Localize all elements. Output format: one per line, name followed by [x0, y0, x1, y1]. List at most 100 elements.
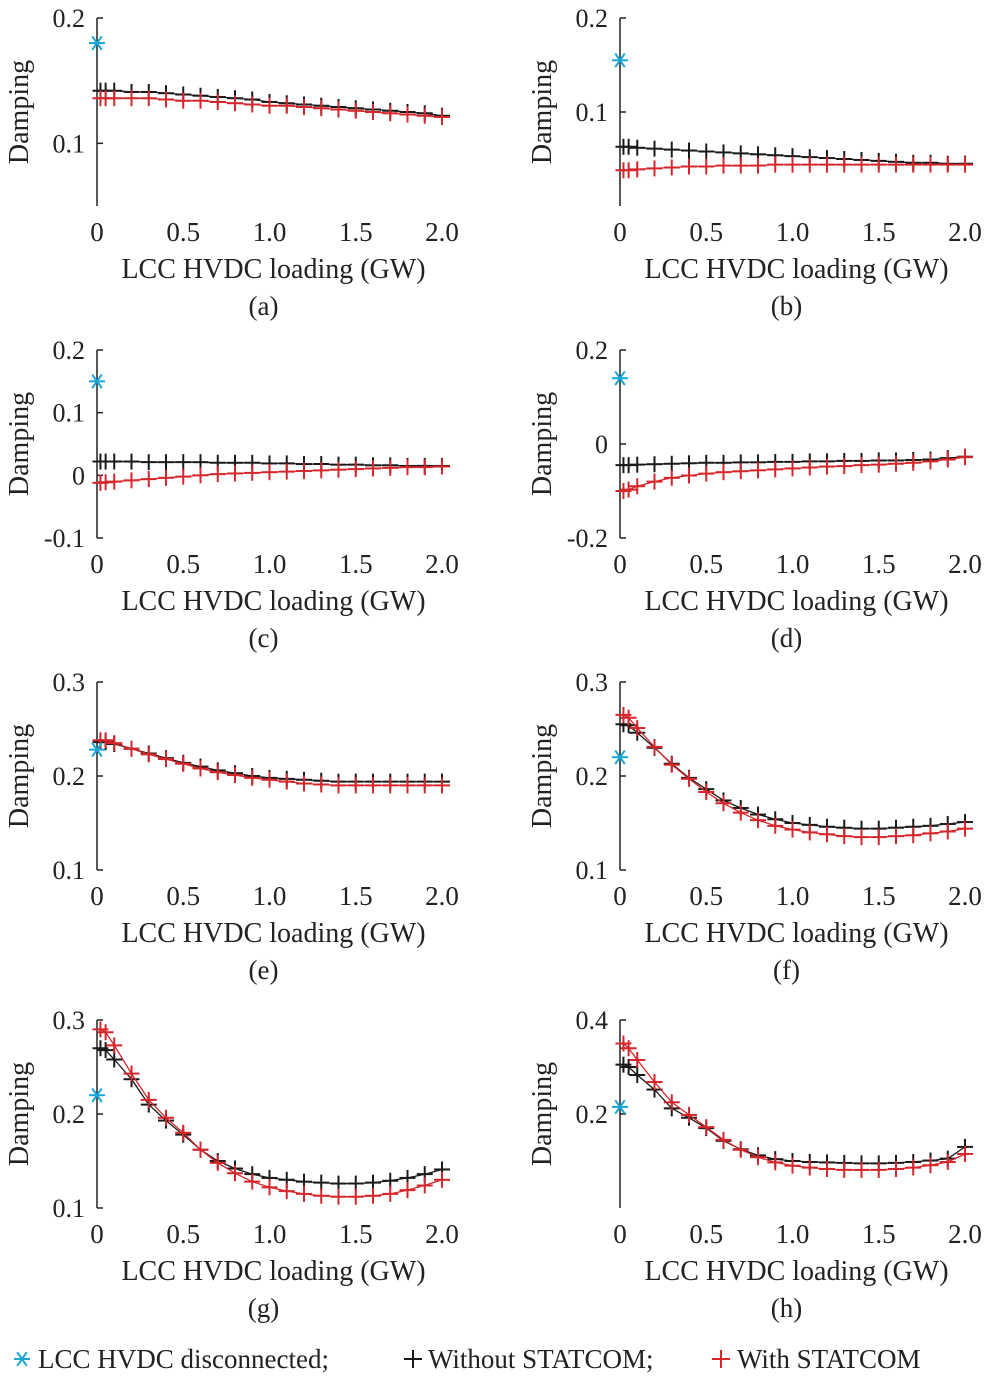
point-with — [698, 465, 715, 482]
point-with — [939, 156, 956, 173]
point-with — [715, 157, 732, 174]
point-with — [620, 1040, 637, 1057]
point-with — [732, 1141, 749, 1158]
y-axis-label: Damping — [4, 392, 35, 496]
point-with — [382, 459, 399, 476]
point-without — [646, 140, 663, 157]
point-with — [646, 160, 663, 177]
point-with — [750, 1149, 766, 1166]
point-without — [140, 454, 157, 471]
point-with — [261, 97, 278, 114]
y-tick-label: 0.4 — [576, 1006, 609, 1035]
series-line-without — [100, 1047, 443, 1185]
point-with — [957, 156, 973, 173]
series-without — [92, 1040, 450, 1192]
x-axis-label: LCC HVDC loading (GW) — [644, 586, 948, 617]
x-tick-label: 0 — [613, 1219, 627, 1249]
x-axis-label: LCC HVDC loading (GW) — [644, 918, 948, 949]
point-with — [888, 1160, 904, 1177]
x-tick-label: 2.0 — [425, 549, 459, 579]
series-with — [92, 458, 450, 491]
y-tick-label: 0.2 — [576, 762, 609, 791]
x-tick-label: 2.0 — [948, 549, 982, 579]
x-tick-label: 0 — [90, 549, 104, 579]
point-with — [296, 98, 312, 115]
point-with — [620, 481, 637, 498]
series-without — [615, 716, 973, 837]
point-disconnected — [89, 742, 105, 758]
point-with — [939, 823, 956, 840]
series-without — [615, 1056, 973, 1172]
point-without — [681, 142, 697, 159]
point-with — [399, 106, 416, 123]
point-with — [175, 468, 192, 485]
point-with — [209, 1154, 226, 1171]
point-with — [347, 102, 364, 119]
point-with — [905, 454, 922, 471]
point-with — [939, 1153, 956, 1170]
point-with — [836, 156, 853, 173]
x-tick-label: 1.5 — [862, 1219, 896, 1249]
x-tick-label: 1.5 — [339, 1219, 373, 1249]
point-with — [296, 1185, 312, 1202]
point-with — [681, 770, 697, 787]
point-with — [784, 460, 801, 477]
point-with — [158, 751, 174, 768]
point-with — [646, 473, 663, 490]
panel-caption: (h) — [771, 1293, 802, 1323]
x-tick-label: 0 — [613, 549, 627, 579]
series-line-with — [100, 1028, 443, 1198]
point-with — [158, 469, 174, 486]
point-with — [801, 156, 818, 173]
x-axis-label: LCC HVDC loading (GW) — [121, 918, 425, 949]
point-with — [365, 104, 381, 120]
point-disconnected — [89, 35, 105, 51]
point-with — [192, 1141, 209, 1158]
series-line-with — [100, 97, 443, 118]
y-tick-label: 0.1 — [576, 98, 609, 127]
panel-caption: (c) — [249, 623, 279, 653]
point-with — [244, 96, 261, 113]
point-with — [715, 795, 732, 812]
point-with — [870, 156, 887, 173]
point-with — [227, 95, 243, 112]
y-tick-label: 0.1 — [53, 856, 86, 885]
point-with — [801, 1159, 818, 1176]
point-with — [819, 1160, 835, 1177]
panel-caption: (d) — [771, 623, 802, 653]
point-disconnected — [612, 370, 628, 386]
point-with — [853, 829, 870, 846]
point-without — [629, 139, 646, 156]
y-axis-label: Damping — [4, 724, 35, 828]
y-tick-label: 0.2 — [576, 336, 609, 365]
series-line-with — [623, 163, 965, 171]
point-with — [192, 467, 209, 484]
series-line-without — [623, 456, 966, 466]
x-axis-label: LCC HVDC loading (GW) — [121, 1256, 425, 1287]
point-disconnected — [612, 52, 628, 68]
series-line-with — [100, 465, 443, 484]
x-tick-label: 1.0 — [253, 881, 287, 911]
point-with — [922, 1157, 939, 1174]
point-with — [434, 1171, 450, 1188]
point-with — [767, 1154, 784, 1171]
point-with — [382, 1185, 399, 1202]
point-with — [175, 755, 192, 772]
x-tick-label: 1.5 — [862, 881, 896, 911]
point-without — [629, 456, 646, 473]
point-with — [313, 1187, 330, 1204]
y-axis-label: Damping — [4, 1062, 35, 1166]
series-without — [92, 734, 450, 790]
series-line-with — [623, 456, 966, 492]
point-with — [434, 109, 450, 126]
x-tick-label: 2.0 — [425, 1219, 459, 1249]
point-with — [767, 461, 784, 478]
x-tick-label: 2.0 — [425, 217, 459, 247]
point-without — [158, 454, 174, 471]
point-with — [784, 156, 801, 173]
x-tick-label: 0 — [90, 881, 104, 911]
point-with — [957, 1145, 973, 1162]
point-with — [296, 462, 312, 479]
